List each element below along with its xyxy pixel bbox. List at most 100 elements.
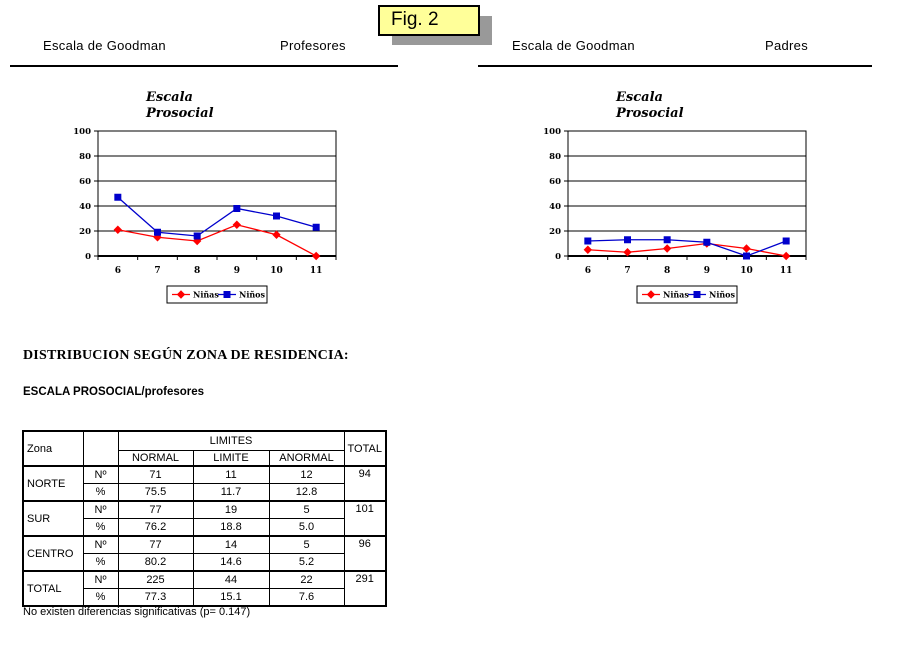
zone-name-cell: NORTE: [22, 465, 84, 502]
total-cell: 96: [343, 535, 387, 572]
measure-label-cell: %: [82, 483, 119, 502]
y-tick-label: 20: [79, 227, 91, 237]
measure-label-cell: Nº: [82, 500, 119, 519]
count-cell: 11: [192, 465, 270, 484]
y-tick-label: 100: [543, 127, 561, 137]
x-tick-label: 10: [740, 266, 753, 276]
table-row: % 77.3 15.1 7.6: [23, 588, 386, 607]
legend-box: [636, 285, 738, 304]
marker-square: [743, 252, 750, 260]
table-row: TOTAL Nº 225 44 22 291: [22, 570, 387, 607]
table-corner-header: Zona: [22, 430, 84, 467]
left-scale-header: Escala de Goodman: [43, 38, 166, 53]
y-tick-label: 60: [79, 177, 91, 187]
x-tick-label: 6: [585, 266, 591, 276]
series-line: [587, 239, 787, 257]
measure-label-cell: Nº: [82, 465, 119, 484]
series-line: [117, 196, 317, 237]
total-cell: 94: [343, 465, 387, 502]
marker-diamond: [153, 233, 162, 242]
y-tick-label: 20: [549, 227, 561, 237]
marker-diamond: [272, 230, 281, 239]
table-row: % 75.5 11.7 12.8: [23, 483, 386, 502]
y-tick-label: 0: [555, 252, 561, 262]
right-scale-header: Escala de Goodman: [512, 38, 635, 53]
y-tick-label: 100: [73, 127, 91, 137]
count-cell: 225: [117, 570, 194, 589]
marker-square: [193, 232, 201, 240]
y-tick-label: 0: [85, 252, 91, 262]
table-total-header: TOTAL: [343, 430, 387, 467]
marker-square: [693, 291, 701, 298]
marker-square: [114, 193, 122, 201]
percent-cell: 75.5: [117, 483, 194, 502]
marker-diamond: [646, 290, 656, 299]
count-cell: 22: [268, 570, 345, 589]
marker-diamond: [311, 251, 321, 261]
chart-title-line: Escala: [145, 90, 193, 105]
marker-diamond: [232, 220, 242, 229]
x-tick-label: 11: [780, 266, 793, 276]
percent-cell: 76.2: [117, 518, 194, 537]
table-limites-header: LIMITES: [117, 430, 345, 451]
percent-cell: 18.8: [192, 518, 270, 537]
count-cell: 5: [268, 500, 345, 519]
table-row: % 76.2 18.8 5.0: [23, 518, 386, 537]
count-cell: 77: [117, 500, 194, 519]
total-cell: 101: [343, 500, 387, 537]
measure-label-cell: Nº: [82, 570, 119, 589]
left-header-rule: [10, 65, 398, 67]
x-tick-label: 8: [194, 266, 200, 276]
table-row: SUR Nº 77 19 5 101: [22, 500, 387, 537]
x-tick-label: 9: [704, 266, 710, 276]
table-subheader-limite: LIMITE: [192, 450, 270, 467]
marker-diamond: [623, 248, 632, 257]
series-niños: [114, 193, 320, 240]
percent-cell: 5.2: [268, 553, 345, 572]
measure-label-cell: %: [82, 518, 119, 537]
marker-diamond: [742, 244, 751, 253]
x-tick-label: 6: [115, 266, 121, 276]
y-tick-label: 40: [549, 202, 561, 212]
zone-name-cell: TOTAL: [22, 570, 84, 607]
figure-label: Fig. 2: [391, 9, 439, 30]
marker-square: [312, 223, 320, 231]
y-tick-label: 60: [549, 177, 561, 187]
y-tick-label: 40: [79, 202, 91, 212]
legend-label: Niños: [709, 289, 736, 299]
percent-cell: 80.2: [117, 553, 194, 572]
x-tick-label: 9: [234, 266, 240, 276]
count-cell: 19: [192, 500, 270, 519]
measure-label-cell: %: [82, 588, 119, 607]
x-tick-label: 7: [624, 266, 630, 276]
plot-area: [567, 130, 807, 257]
chart-title-line: Escala: [615, 90, 663, 105]
marker-diamond: [113, 225, 123, 234]
table-row: CENTRO Nº 77 14 5 96: [22, 535, 387, 572]
percent-cell: 7.6: [268, 588, 345, 607]
table-subheader-anormal: ANORMAL: [268, 450, 345, 467]
plot-area: [97, 130, 337, 257]
marker-square: [584, 237, 592, 245]
count-cell: 77: [117, 535, 194, 554]
count-cell: 71: [117, 465, 194, 484]
count-cell: 5: [268, 535, 345, 554]
table-row: NORTE Nº 71 11 12 94: [22, 465, 387, 502]
y-tick-label: 80: [549, 152, 561, 162]
right-group-header: Padres: [765, 38, 808, 53]
marker-diamond: [176, 290, 186, 299]
measure-label-cell: Nº: [82, 535, 119, 554]
measure-label-cell: %: [82, 553, 119, 572]
table-measure-header: [82, 430, 119, 467]
percent-cell: 77.3: [117, 588, 194, 607]
series-line: [117, 224, 317, 257]
legend-label: Niños: [239, 289, 266, 299]
percent-cell: 11.7: [192, 483, 270, 502]
legend-label: Niñas: [663, 289, 689, 299]
marker-square: [223, 291, 231, 298]
legend-label: Niñas: [193, 289, 219, 299]
percent-cell: 15.1: [192, 588, 270, 607]
